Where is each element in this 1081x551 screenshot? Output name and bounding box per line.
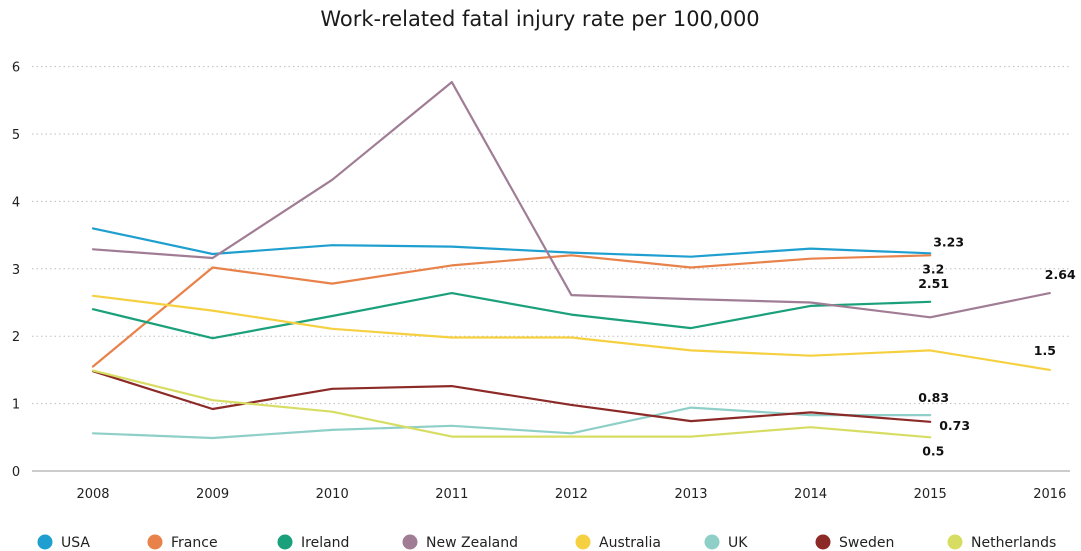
y-tick-label: 4 [12, 195, 20, 210]
y-tick-label: 5 [12, 128, 20, 143]
legend-swatch [704, 534, 720, 550]
series-line-france [91, 254, 932, 368]
y-tick-label: 3 [12, 263, 20, 278]
x-tick-label: 2010 [316, 487, 349, 502]
series-line-usa [91, 227, 932, 258]
legend-swatch [947, 534, 963, 550]
legend-swatch [37, 534, 53, 550]
legend-swatch [277, 534, 293, 550]
x-tick-label: 2013 [674, 487, 707, 502]
data-label: 3.23 [933, 234, 964, 249]
legend-swatch [575, 534, 591, 550]
x-tick-label: 2011 [435, 487, 468, 502]
series-line-sweden [91, 370, 932, 423]
axes: 0 1 2 3 4 5 6 2008 2009 2010 2011 2012 2013 2014 2015 2… [12, 61, 1070, 502]
series-lines [91, 80, 1051, 440]
series-line-netherlands [91, 369, 932, 439]
series-line-australia [91, 294, 1051, 371]
x-tick-label: 2014 [794, 487, 827, 502]
legend-swatch [147, 534, 163, 550]
legend-label: Sweden [839, 535, 894, 551]
data-label: 2.51 [918, 276, 949, 291]
y-tick-label: 6 [12, 61, 20, 76]
data-label: 0.73 [939, 418, 970, 433]
gridlines [32, 66, 1070, 405]
legend-label: Netherlands [971, 535, 1056, 551]
x-tick-label: 2015 [914, 487, 947, 502]
series-line-ireland [91, 292, 932, 340]
data-label: 1.5 [1034, 343, 1056, 358]
x-tick-label: 2008 [76, 487, 109, 502]
x-tick-label: 2012 [555, 487, 588, 502]
legend-label: France [171, 535, 218, 551]
data-label: 0.5 [922, 443, 944, 458]
y-tick-label: 2 [12, 330, 20, 345]
x-tick-label: 2016 [1033, 487, 1066, 502]
data-label: 2.64 [1045, 267, 1076, 282]
series-line-new-zealand [91, 80, 1051, 319]
data-label: 3.2 [922, 261, 944, 276]
y-tick-label: 0 [12, 465, 20, 480]
legend-label: New Zealand [426, 535, 518, 551]
legend-label: Ireland [301, 535, 349, 551]
x-tick-label: 2009 [196, 487, 229, 502]
legend: USA France Ireland New Zealand Australia UK Sw… [37, 534, 1056, 551]
legend-label: UK [728, 535, 748, 551]
data-labels: 3.23 3.22.51 2.64 1.5 0.83 0.73 0.5 [918, 234, 1076, 458]
legend-swatch [815, 534, 831, 550]
chart-title: Work-related fatal injury rate per 100,0… [320, 7, 759, 31]
legend-label: USA [61, 535, 90, 551]
legend-swatch [402, 534, 418, 550]
legend-label: Australia [599, 535, 661, 551]
y-tick-label: 1 [12, 398, 20, 413]
data-label: 0.83 [918, 390, 949, 405]
